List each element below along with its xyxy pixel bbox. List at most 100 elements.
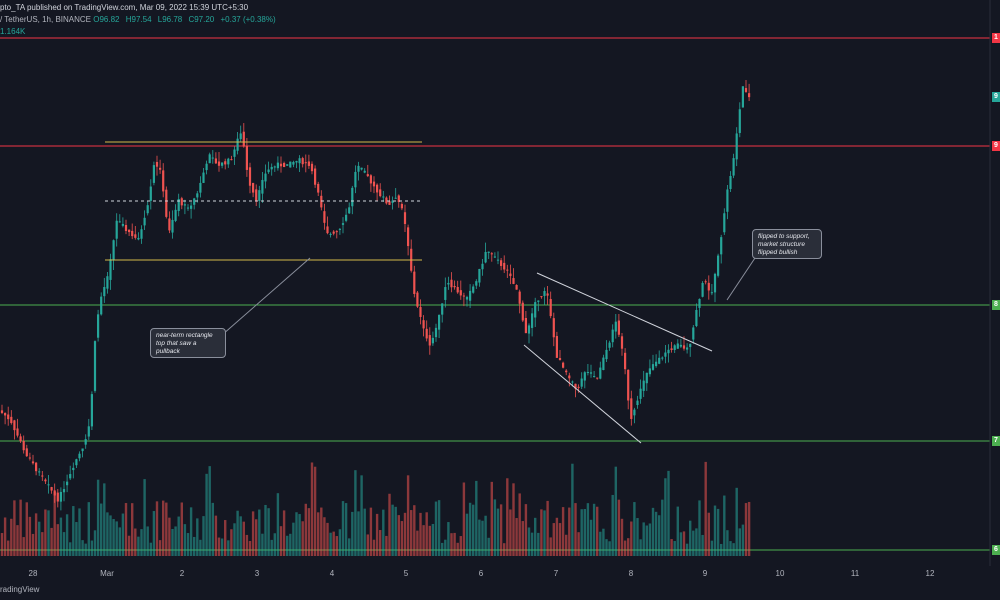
candle-body (66, 481, 69, 486)
volume-bar (208, 466, 211, 556)
candle-body (648, 368, 651, 375)
volume-bar (648, 523, 652, 556)
volume-bar (329, 532, 332, 556)
candle-body (506, 269, 509, 271)
volume-bar (304, 503, 307, 556)
candle-body (35, 462, 38, 472)
volume-bar (636, 518, 639, 556)
candle-body (69, 474, 72, 479)
volume-bar (459, 536, 462, 556)
volume-bar (72, 506, 75, 556)
volume-bar (555, 517, 559, 556)
level-tag-red-mid: 9 (992, 141, 1000, 151)
candle-body (87, 426, 90, 437)
volume-bar (307, 508, 311, 556)
candle-body (159, 167, 162, 170)
volume-bar (571, 463, 574, 556)
volume-bar (406, 475, 410, 556)
volume-bar (425, 512, 428, 556)
volume-bar (583, 509, 586, 556)
candle-body (527, 325, 531, 334)
candle-body (341, 223, 345, 225)
volume-bar (124, 503, 128, 556)
candle-body (165, 189, 168, 217)
volume-bar (0, 533, 4, 556)
volume-bar (468, 502, 472, 556)
volume-bar (360, 475, 363, 556)
x-tick-label: 9 (703, 569, 708, 578)
volume-bar (627, 538, 630, 556)
candle-body (493, 256, 496, 258)
rectangle-top-note[interactable]: near-term rectangle top that saw a pullb… (150, 328, 226, 358)
support-note-pointer (726, 257, 756, 301)
candle-body (692, 327, 695, 340)
candle-body (419, 307, 422, 317)
x-tick-label: 6 (479, 569, 484, 578)
candle-body (624, 352, 627, 370)
candle-body (441, 303, 444, 315)
candle-body (664, 352, 667, 357)
candle-body (450, 279, 453, 288)
volume-bar (289, 533, 292, 556)
candle-body (72, 467, 75, 471)
volume-bar (561, 507, 565, 556)
candle-body (608, 342, 611, 348)
volume-bar (137, 536, 140, 556)
volume-bar (701, 534, 704, 556)
rectangle-note-pointer (221, 257, 311, 336)
x-tick-label: 12 (926, 569, 935, 578)
candle-body (38, 471, 41, 473)
volume-bar (639, 539, 642, 556)
volume-bar (617, 499, 621, 556)
candle-body (152, 165, 155, 183)
volume-bar (106, 512, 109, 556)
support-flip-note[interactable]: flipped to support, market structure fli… (752, 229, 822, 259)
candle-body (521, 302, 524, 321)
volume-bar (692, 530, 695, 556)
candle-body (726, 189, 729, 212)
candle-body (103, 287, 106, 297)
volume-bar (620, 518, 624, 556)
volume-bar (162, 500, 165, 556)
volume-bar (202, 516, 205, 556)
x-tick-label: 10 (776, 569, 785, 578)
volume-bar (574, 503, 577, 556)
candle-body (478, 268, 481, 283)
candle-body (345, 214, 348, 221)
volume-bar (518, 493, 521, 556)
candle-body (503, 262, 506, 270)
candle-body (552, 318, 555, 338)
volume-bar (3, 517, 7, 556)
candle-body (543, 291, 546, 296)
candle-body (335, 231, 338, 233)
volume-bar (416, 530, 419, 556)
ohlc-high: H97.54 (125, 15, 152, 24)
volume-bar (165, 502, 168, 556)
volume-bar (196, 518, 199, 556)
candle-body (28, 457, 31, 459)
volume-bar (667, 470, 670, 556)
volume-bar (158, 540, 162, 556)
candle-body (131, 230, 134, 237)
volume-bar (75, 522, 78, 556)
volume-bar (689, 520, 692, 556)
volume-bar (465, 513, 469, 556)
candle-body (484, 251, 487, 263)
volume-bar (462, 482, 466, 556)
candle-body (93, 341, 97, 391)
candle-body (351, 187, 354, 207)
volume-bar (493, 499, 497, 556)
volume-bar (16, 525, 19, 556)
candle-body (276, 162, 279, 169)
volume-bar (552, 523, 555, 556)
candle-body (701, 282, 704, 297)
candle-body (462, 295, 465, 297)
candle-body (190, 205, 193, 209)
volume-bar (546, 500, 549, 556)
candle-body (242, 131, 245, 147)
candle-body (217, 161, 221, 166)
volume-bar (53, 491, 56, 556)
candle-body (537, 300, 540, 302)
candle-body (295, 161, 298, 163)
